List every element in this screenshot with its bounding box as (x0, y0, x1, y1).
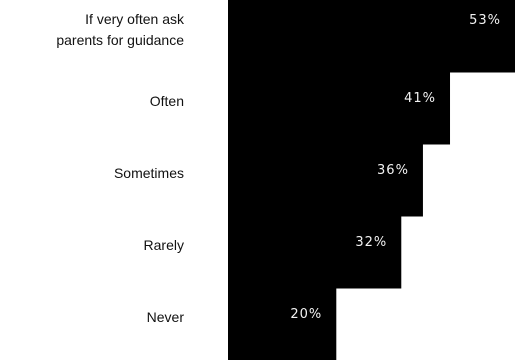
value-label-3: 32% (355, 235, 387, 250)
value-label-2: 36% (377, 163, 409, 178)
category-label-line-3-0: Rarely (144, 237, 184, 253)
bar-3 (228, 215, 402, 289)
category-label-0: If very often ask parents for guidance (56, 11, 185, 48)
bar-0 (228, 0, 515, 73)
bars-group (228, 0, 515, 360)
category-label-3: Rarely (144, 237, 184, 253)
bar-1 (228, 71, 451, 145)
value-label-1: 41% (404, 91, 436, 106)
category-label-line-2-0: Sometimes (114, 165, 184, 181)
value-label-0: 53% (469, 13, 501, 28)
category-label-line-0-1: parents for guidance (56, 32, 184, 48)
bar-2 (228, 143, 423, 217)
category-label-line-1-0: Often (150, 93, 184, 109)
category-label-2: Sometimes (114, 165, 184, 181)
value-labels-group: 53% 41% 36% 32% 20% (290, 13, 501, 322)
value-label-4: 20% (290, 307, 322, 322)
category-label-line-0-0: If very often ask (85, 11, 185, 27)
category-label-line-4-0: Never (147, 309, 185, 325)
category-label-4: Never (147, 309, 185, 325)
bar-4 (228, 287, 337, 360)
category-labels-group: If very often ask parents for guidance Oft… (56, 11, 185, 325)
category-label-1: Often (150, 93, 184, 109)
